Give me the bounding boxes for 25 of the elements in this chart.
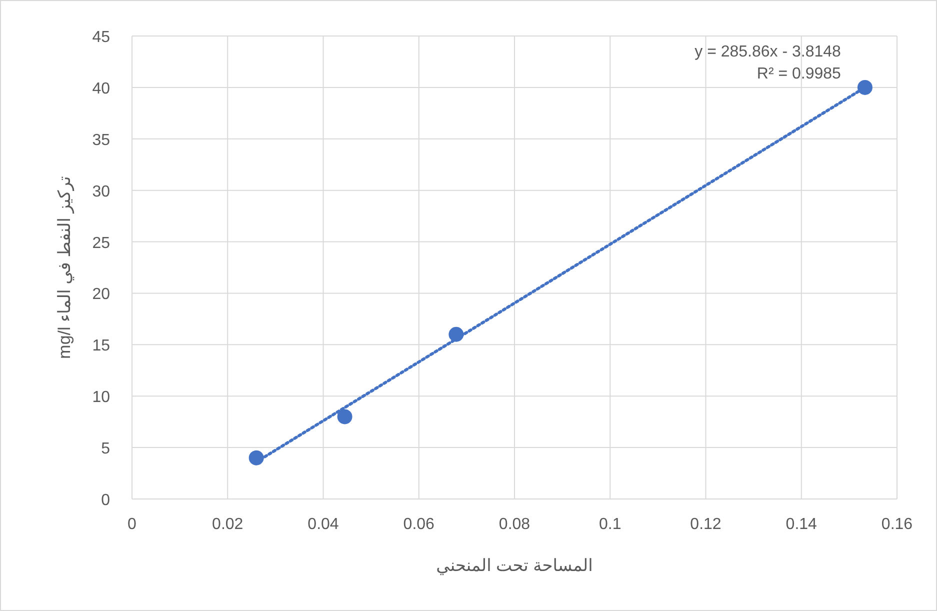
point: [857, 80, 872, 95]
y-tick-label: 40: [92, 80, 110, 98]
y-axis-title: تركيز النفط في الماء mg/l: [55, 176, 75, 359]
annotation: y = 285.86x - 3.8148: [694, 43, 842, 60]
x-tick-label: 0.06: [403, 516, 435, 533]
x-tick-label: 0.02: [212, 516, 244, 533]
y-tick-label: 15: [92, 338, 110, 355]
point: [337, 409, 352, 424]
y-tick-label: 0: [101, 492, 110, 509]
y-tick-label: 30: [92, 183, 110, 200]
x-tick-label: 0.04: [308, 516, 339, 533]
y-tick-label: 5: [101, 440, 110, 458]
x-tick-label: 0.16: [881, 516, 913, 533]
x-tick-label: 0.08: [498, 516, 530, 533]
x-tick-label: 0.12: [690, 516, 722, 533]
annotation: R² = 0.9985: [756, 65, 842, 82]
x-tick-label: 0: [128, 516, 137, 533]
y-tick-label: 45: [92, 29, 110, 46]
y-tick-label: 20: [92, 286, 110, 304]
y-tick-label: 35: [92, 132, 110, 149]
x-tick-label: 0.1: [599, 516, 622, 533]
y-tick-label: 25: [92, 234, 110, 252]
y-tick-label: 10: [92, 389, 110, 406]
x-tick-label: 0.14: [786, 516, 818, 533]
x-axis-title: المساحة تحت المنحني: [436, 556, 593, 576]
